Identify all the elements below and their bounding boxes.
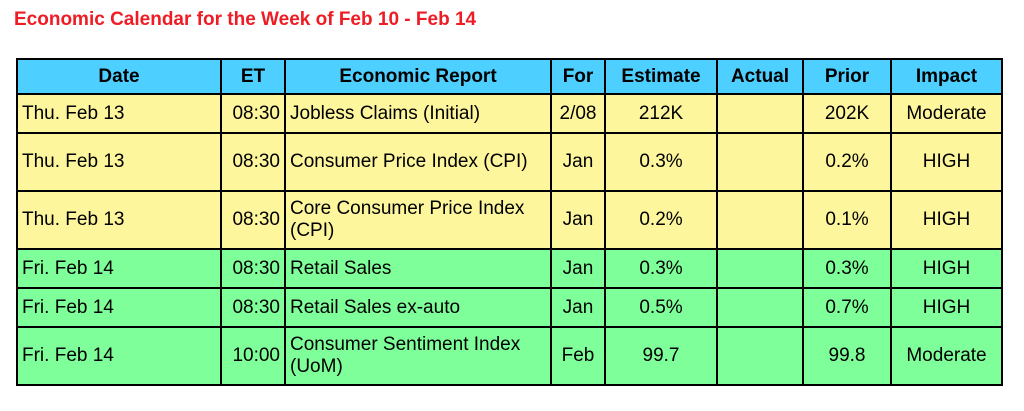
table-row: Thu. Feb 13 08:30 Consumer Price Index (…	[16, 132, 1003, 192]
report-cell: Retail Sales ex-auto	[284, 287, 552, 328]
actual-cell	[716, 93, 804, 134]
et-cell: 08:30	[220, 132, 286, 192]
header-date: Date	[16, 58, 222, 95]
page-title: Economic Calendar for the Week of Feb 10…	[14, 9, 477, 30]
impact-cell: HIGH	[890, 287, 1003, 328]
report-cell: Consumer Price Index (CPI)	[284, 132, 552, 192]
for-cell: 2/08	[550, 93, 606, 134]
impact-cell: HIGH	[890, 190, 1003, 250]
report-cell: Jobless Claims (Initial)	[284, 93, 552, 134]
table-row: Thu. Feb 13 08:30 Core Consumer Price In…	[16, 190, 1003, 250]
date-cell: Fri. Feb 14	[16, 326, 222, 386]
prior-cell: 0.3%	[802, 248, 892, 289]
estimate-cell: 0.2%	[604, 190, 718, 250]
header-estimate: Estimate	[604, 58, 718, 95]
for-cell: Jan	[550, 248, 606, 289]
actual-cell	[716, 287, 804, 328]
impact-cell: HIGH	[890, 248, 1003, 289]
header-actual: Actual	[716, 58, 804, 95]
et-cell: 08:30	[220, 93, 286, 134]
impact-cell: Moderate	[890, 93, 1003, 134]
et-cell: 08:30	[220, 190, 286, 250]
for-cell: Jan	[550, 132, 606, 192]
report-cell: Core Consumer Price Index (CPI)	[284, 190, 552, 250]
prior-cell: 0.2%	[802, 132, 892, 192]
estimate-cell: 0.3%	[604, 132, 718, 192]
impact-cell: HIGH	[890, 132, 1003, 192]
date-cell: Thu. Feb 13	[16, 190, 222, 250]
estimate-cell: 0.5%	[604, 287, 718, 328]
prior-cell: 0.7%	[802, 287, 892, 328]
prior-cell: 99.8	[802, 326, 892, 386]
date-cell: Fri. Feb 14	[16, 287, 222, 328]
estimate-cell: 0.3%	[604, 248, 718, 289]
header-for: For	[550, 58, 606, 95]
table-row: Fri. Feb 14 08:30 Retail Sales ex-auto J…	[16, 287, 1003, 328]
et-cell: 10:00	[220, 326, 286, 386]
report-cell: Retail Sales	[284, 248, 552, 289]
header-et: ET	[220, 58, 286, 95]
for-cell: Jan	[550, 190, 606, 250]
for-cell: Jan	[550, 287, 606, 328]
et-cell: 08:30	[220, 248, 286, 289]
header-row: Date ET Economic Report For Estimate Act…	[16, 58, 1003, 95]
header-report: Economic Report	[284, 58, 552, 95]
date-cell: Thu. Feb 13	[16, 132, 222, 192]
prior-cell: 202K	[802, 93, 892, 134]
et-cell: 08:30	[220, 287, 286, 328]
for-cell: Feb	[550, 326, 606, 386]
economic-calendar-table: Date ET Economic Report For Estimate Act…	[16, 58, 1003, 386]
report-cell: Consumer Sentiment Index (UoM)	[284, 326, 552, 386]
table-row: Thu. Feb 13 08:30 Jobless Claims (Initia…	[16, 93, 1003, 134]
estimate-cell: 212K	[604, 93, 718, 134]
table-row: Fri. Feb 14 08:30 Retail Sales Jan 0.3% …	[16, 248, 1003, 289]
estimate-cell: 99.7	[604, 326, 718, 386]
impact-cell: Moderate	[890, 326, 1003, 386]
date-cell: Thu. Feb 13	[16, 93, 222, 134]
header-prior: Prior	[802, 58, 892, 95]
actual-cell	[716, 190, 804, 250]
actual-cell	[716, 326, 804, 386]
date-cell: Fri. Feb 14	[16, 248, 222, 289]
actual-cell	[716, 132, 804, 192]
table-row: Fri. Feb 14 10:00 Consumer Sentiment Ind…	[16, 326, 1003, 386]
actual-cell	[716, 248, 804, 289]
prior-cell: 0.1%	[802, 190, 892, 250]
header-impact: Impact	[890, 58, 1003, 95]
